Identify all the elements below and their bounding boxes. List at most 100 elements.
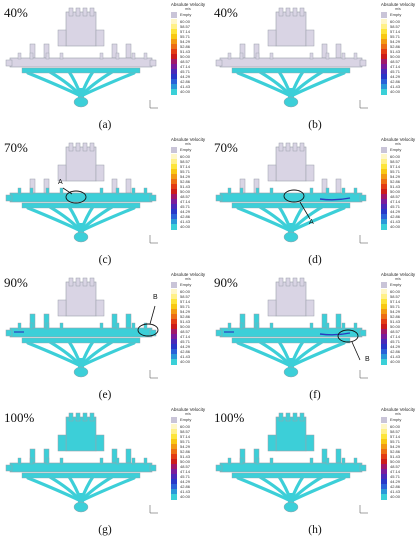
main-runner [219,462,363,473]
legend-label: 48.57 [180,464,191,469]
legend-swatch [171,209,177,215]
sprue-well [73,96,89,108]
legend-swatch [381,29,387,35]
legend-label: 44.29 [180,344,191,349]
legend-label: 47.14 [180,334,191,339]
legend-label: 51.43 [390,184,401,189]
legend-swatch [171,417,177,423]
legend-label: 57.14 [180,29,191,34]
legend-label: 50.00 [390,324,401,329]
panel-d: 70% Absolute Velocity m/s Empty 60.00 58.57 5… [210,135,420,270]
legend-swatch [381,204,387,210]
legend-swatch [381,54,387,60]
riser [89,7,95,17]
legend-label: 42.86 [180,79,191,84]
highlight-ellipse [337,329,359,343]
casting-simulation [215,412,368,514]
panel-a: 40% Absolute Velocity m/s Empty 60.00 58.57 5… [0,0,210,135]
legend-swatch [381,309,387,315]
legend-label: 47.14 [180,469,191,474]
legend-swatch [171,24,177,30]
legend-label: 44.29 [390,479,401,484]
fill-percentage: 70% [4,140,28,155]
legend-label: 52.86 [390,179,401,184]
legend-label: 48.57 [390,194,401,199]
legend-label: 50.00 [180,459,191,464]
sprue [78,88,84,100]
legend-unit: m/s [395,142,401,146]
legend-label: 50.00 [180,54,191,59]
body-fin [17,457,22,465]
panel-caption: (h) [308,524,322,536]
body-fin [309,52,314,60]
panel-c: 70% Absolute Velocity m/s Empty 60.00 58.57 5… [0,135,210,270]
legend-swatch [381,359,387,365]
legend-swatch [171,339,177,345]
legend-label: 44.29 [390,209,401,214]
legend-swatch [381,79,387,85]
end-cap [149,464,157,472]
body-fin [227,187,232,195]
legend-swatch [171,494,177,500]
legend-label: 48.57 [180,59,191,64]
legend-label: 41.43 [180,84,191,89]
legend-label: 60.00 [390,424,401,429]
end-cap [215,194,223,202]
velocity-legend: Absolute Velocity m/s Empty 60.00 58.57 57.14… [166,137,210,230]
legend-swatch [381,289,387,295]
legend-swatch [171,29,177,35]
legend-swatch [381,179,387,185]
legend-swatch [171,434,177,440]
lower-runner [231,472,351,479]
riser [75,142,81,152]
casting-simulation [215,142,368,244]
body-fin [115,457,120,465]
riser [285,412,291,422]
legend-label: 42.86 [180,349,191,354]
mid-riser [125,43,132,59]
legend-swatch [381,24,387,30]
side-riser [305,164,315,182]
panel-caption: (b) [308,119,322,131]
legend-swatch [381,89,387,95]
side-riser [57,29,67,47]
fill-percentage: 100% [214,410,245,425]
lower-runner [231,67,351,74]
velocity-legend: Absolute Velocity m/s Empty 60.00 58.57 57.14… [166,272,210,365]
legend-label: 45.71 [180,69,191,74]
body-fin [17,322,22,330]
body-fin [45,187,50,195]
legend-label: 45.71 [390,69,401,74]
legend-swatch [171,159,177,165]
sprue [78,223,84,235]
legend-swatch [381,424,387,430]
end-cap [5,194,13,202]
legend-label: 55.71 [180,34,191,39]
legend-swatch [171,314,177,320]
legend-label: 47.14 [390,469,401,474]
legend-label: 57.14 [180,164,191,169]
main-runner [9,57,153,68]
legend-swatch [381,159,387,165]
legend-swatch [171,147,177,153]
legend-label: 50.00 [180,324,191,329]
legend-swatch [171,44,177,50]
body-fin [99,457,104,465]
legend-swatch [381,209,387,215]
marker-arrow [149,305,156,325]
main-runner [9,462,153,473]
legend-swatch [381,349,387,355]
legend-label: 44.29 [390,344,401,349]
legend-label: 57.14 [390,434,401,439]
body-fin [17,187,22,195]
body-fin [325,457,330,465]
legend-label: 57.14 [390,164,401,169]
legend-label: 57.14 [390,299,401,304]
legend-swatch [171,179,177,185]
legend-swatch [381,324,387,330]
legend-swatch [381,84,387,90]
legend-title: Absolute Velocity [170,137,206,142]
legend-label: 50.00 [390,54,401,59]
legend-swatch [171,194,177,200]
riser [75,277,81,287]
